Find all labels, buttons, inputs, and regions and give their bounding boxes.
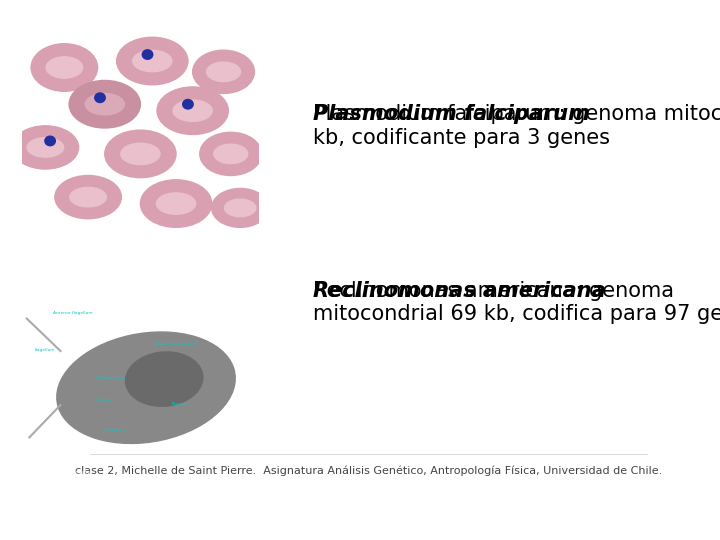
Ellipse shape [27,138,63,157]
Ellipse shape [200,132,261,176]
Ellipse shape [105,130,176,178]
Ellipse shape [46,57,83,78]
Ellipse shape [31,44,98,91]
Ellipse shape [55,176,122,219]
Circle shape [45,136,55,146]
Text: clase 2, Michelle de Saint Pierre.  Asignatura Análisis Genético, Antropología F: clase 2, Michelle de Saint Pierre. Asign… [76,466,662,476]
Ellipse shape [85,93,125,115]
Ellipse shape [225,199,256,217]
Circle shape [183,99,193,109]
Ellipse shape [193,50,254,93]
Ellipse shape [57,332,235,443]
Text: Nucleus: Nucleus [94,397,112,402]
Ellipse shape [125,352,203,406]
Text: Reclinomonas americana: Reclinomonas americana [313,281,606,301]
Text: Plasmodium falciparum: genoma mitocondrial de 6
kb, codificante para 3 genes: Plasmodium falciparum: genoma mitocondri… [313,104,720,147]
Text: Reclinomonas americana: Reclinomonas americana [30,470,91,475]
Text: Mitochondrion: Mitochondrion [94,376,125,380]
Text: Reclinomonas americana: genoma
mitocondrial 69 kb, codifica para 97 genes: Reclinomonas americana: genoma mitocondr… [313,281,720,324]
Ellipse shape [12,126,78,169]
Ellipse shape [212,188,269,227]
Text: Anterior flagellum: Anterior flagellum [53,311,92,315]
Ellipse shape [69,80,140,128]
Ellipse shape [157,87,228,134]
Text: Posterior flagellum: Posterior flagellum [156,341,197,346]
Circle shape [95,93,105,103]
Ellipse shape [117,37,188,85]
Text: flagellum: flagellum [35,348,55,352]
Ellipse shape [173,100,212,122]
Text: Flavin K. Nana.: Flavin K. Nana. [30,484,60,488]
Text: 10 micrometros: 10 micrometros [177,280,216,285]
Ellipse shape [132,50,172,72]
Text: Plasmodium falciparum: Plasmodium falciparum [313,104,590,124]
Ellipse shape [214,144,248,164]
Text: Nucleus: Nucleus [172,402,189,406]
Ellipse shape [207,62,240,82]
Text: Flagellum: Flagellum [104,428,126,432]
Circle shape [143,50,153,59]
Ellipse shape [156,193,196,214]
Ellipse shape [70,187,107,207]
Ellipse shape [121,143,160,165]
Ellipse shape [140,180,212,227]
